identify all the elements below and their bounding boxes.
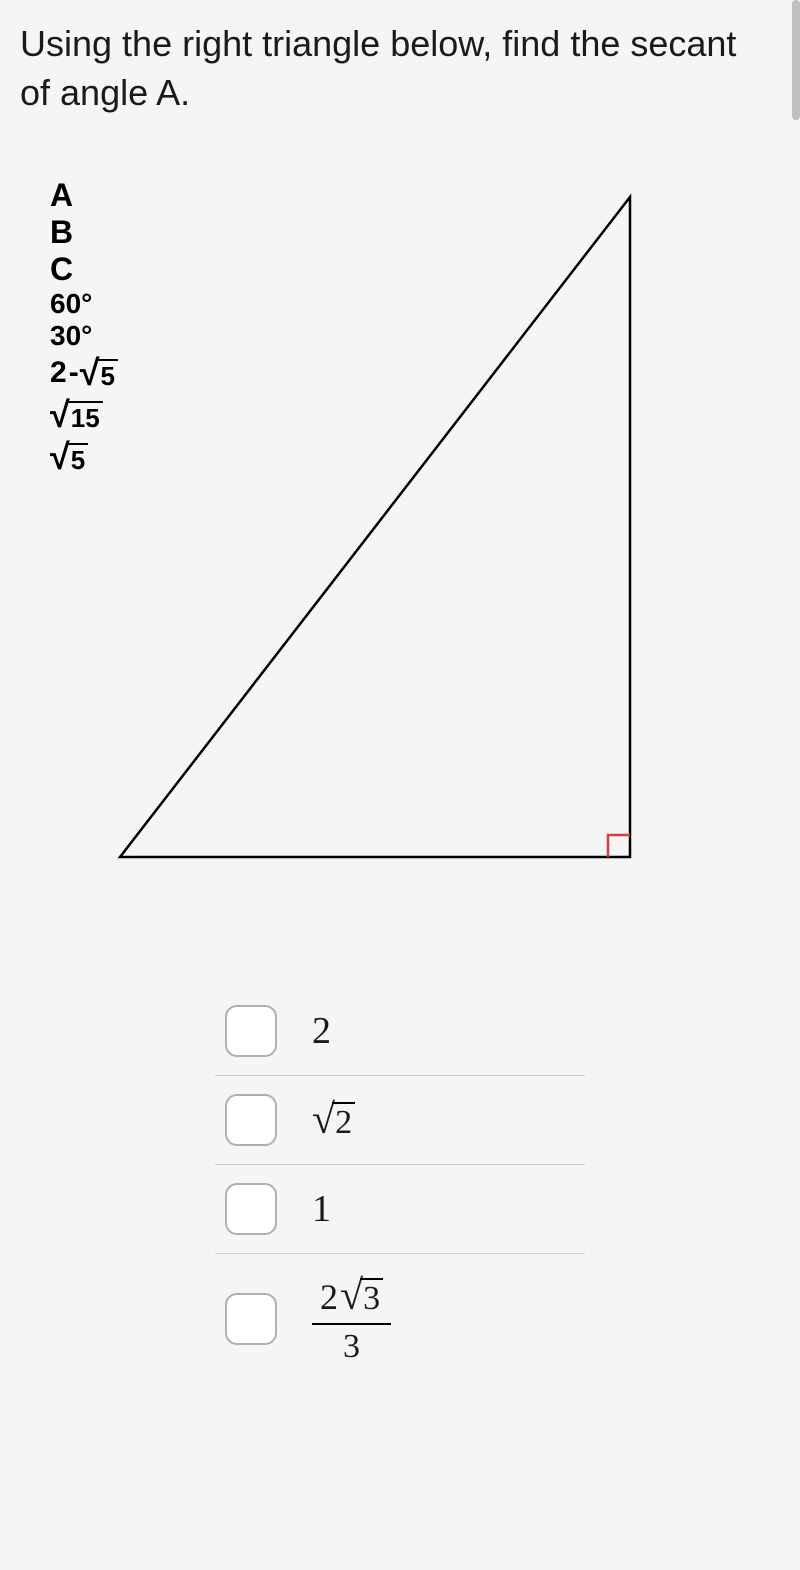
- side-ac-radicand: 5: [68, 443, 88, 476]
- option-checkbox-3[interactable]: [225, 1183, 277, 1235]
- triangle-svg: [50, 177, 750, 927]
- right-angle-marker: [608, 835, 630, 857]
- side-ac-sqrt: √ 5: [50, 436, 88, 478]
- side-ab-sqrt: √ 5: [80, 352, 118, 394]
- option-4-fraction: 2 √ 3 3: [312, 1272, 391, 1366]
- option-4-radicand: 3: [360, 1278, 383, 1318]
- option-row: 1: [215, 1165, 585, 1254]
- options-list: 2 √ 2 1 2 √: [215, 987, 585, 1384]
- option-4-sqrt: √ 3: [340, 1272, 383, 1320]
- option-label-1: 2: [312, 1009, 331, 1053]
- option-4-coef: 2: [320, 1276, 338, 1318]
- option-checkbox-2[interactable]: [225, 1094, 277, 1146]
- fraction-numerator: 2 √ 3: [312, 1272, 391, 1323]
- option-2-radicand: 2: [332, 1102, 355, 1142]
- option-label-3: 1: [312, 1187, 331, 1231]
- option-2-sqrt: √ 2: [312, 1096, 355, 1144]
- option-checkbox-1[interactable]: [225, 1005, 277, 1057]
- option-label-2: √ 2: [312, 1096, 355, 1144]
- side-ab-radicand: 5: [97, 359, 117, 392]
- option-row: √ 2: [215, 1076, 585, 1165]
- option-label-4: 2 √ 3 3: [312, 1272, 391, 1366]
- question-text: Using the right triangle below, find the…: [20, 20, 780, 117]
- triangle-shape: [120, 197, 630, 857]
- side-bc-radicand: 15: [68, 401, 103, 434]
- option-checkbox-4[interactable]: [225, 1293, 277, 1345]
- triangle-diagram: A B C 60° 30° 2 - √ 5 √ 15 √ 5: [50, 177, 750, 927]
- fraction-denominator: 3: [343, 1325, 360, 1366]
- option-row: 2 √ 3 3: [215, 1254, 585, 1384]
- side-bc-sqrt: √ 15: [50, 394, 103, 436]
- content-wrapper: Using the right triangle below, find the…: [0, 0, 800, 1404]
- option-row: 2: [215, 987, 585, 1076]
